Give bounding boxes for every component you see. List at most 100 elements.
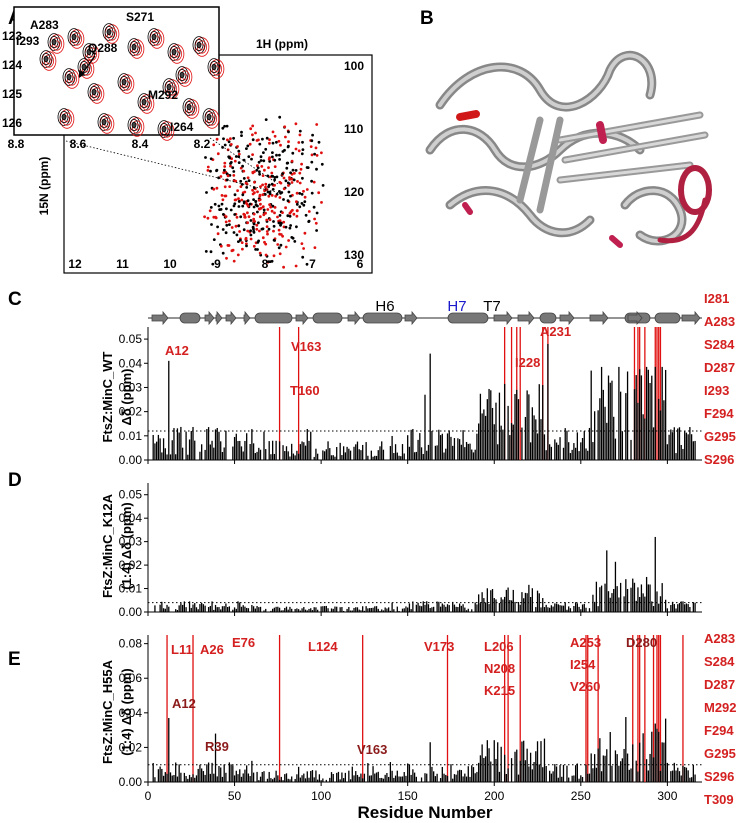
bar <box>291 608 293 612</box>
inset-contour <box>164 81 174 94</box>
y-tick-label: 0.05 <box>119 332 143 346</box>
hsqc-peak <box>261 174 265 178</box>
hsqc-peak <box>265 225 269 229</box>
hsqc-x-tick-label: 11 <box>116 257 129 271</box>
hsqc-peak <box>222 213 225 216</box>
bar <box>446 604 449 612</box>
bar <box>214 733 217 782</box>
label-a231: A231 <box>540 324 571 339</box>
hsqc-peak <box>230 249 234 253</box>
bar <box>555 603 558 612</box>
hsqc-peak <box>236 253 240 257</box>
bar <box>159 438 161 460</box>
bar <box>652 427 655 460</box>
ss-strand-arrow <box>295 310 309 326</box>
hsqc-peak <box>252 219 256 223</box>
bar <box>296 774 298 782</box>
bar <box>287 609 289 612</box>
hsqc-x-tick-label: 12 <box>68 257 82 271</box>
bar <box>197 768 199 782</box>
hsqc-peak <box>267 166 270 170</box>
inset-contour <box>202 108 216 126</box>
bar <box>157 769 160 782</box>
bar <box>252 443 255 460</box>
bar <box>403 608 405 612</box>
bar <box>687 434 689 460</box>
hsqc-peak <box>264 147 268 151</box>
bar <box>415 451 417 460</box>
bar <box>595 767 598 782</box>
hsqc-peak <box>294 264 298 268</box>
bar <box>161 452 163 460</box>
bar <box>647 369 649 460</box>
hsqc-peak <box>264 185 267 189</box>
hsqc-peak <box>295 214 299 218</box>
bar <box>299 610 301 612</box>
bar <box>580 442 582 460</box>
inset-contour <box>186 103 192 111</box>
bar <box>188 439 191 460</box>
bar <box>652 606 655 612</box>
hsqc-peak <box>277 139 281 143</box>
ss-strand-arrow <box>215 310 223 326</box>
label-v173: V173 <box>424 639 454 654</box>
hsqc-peak <box>264 242 268 246</box>
bar <box>644 418 646 460</box>
hsqc-peak <box>298 129 302 133</box>
bar <box>287 778 289 782</box>
hsqc-peak <box>225 207 228 211</box>
bar <box>372 456 374 460</box>
label-a253: A253 <box>570 635 601 650</box>
bar <box>452 601 454 612</box>
hsqc-peak <box>264 211 267 215</box>
hsqc-peak <box>254 131 257 135</box>
bar <box>460 770 463 782</box>
inset-contour <box>61 113 67 121</box>
bar <box>213 773 215 782</box>
label-e76: E76 <box>232 635 255 650</box>
panel-c-y-title-2: Δδ (ppm) <box>119 369 134 426</box>
hsqc-peak <box>320 151 323 155</box>
bar <box>628 769 630 782</box>
hsqc-peak <box>239 215 243 219</box>
bar <box>412 429 414 460</box>
bar <box>689 777 691 782</box>
hsqc-peak <box>258 229 261 233</box>
bar <box>684 431 686 460</box>
hsqc-peak <box>223 168 226 172</box>
bar <box>317 453 319 460</box>
bar <box>545 450 547 460</box>
bar <box>587 773 589 782</box>
bar <box>651 731 653 782</box>
hsqc-peak <box>238 230 242 233</box>
bar <box>251 429 253 460</box>
bar <box>327 608 329 612</box>
hsqc-peak <box>283 125 287 129</box>
bar <box>407 435 409 460</box>
bar <box>315 607 317 612</box>
bar <box>408 603 411 612</box>
hsqc-peak <box>245 244 248 248</box>
bar <box>209 444 211 460</box>
panel-b-label: B <box>420 8 434 29</box>
right-label: A283 <box>704 631 735 646</box>
bar <box>374 773 376 782</box>
bar <box>652 757 655 782</box>
bar <box>372 607 374 612</box>
inset-contour <box>159 123 169 136</box>
bar <box>578 451 580 460</box>
hsqc-peak <box>305 262 309 266</box>
bar <box>171 440 173 460</box>
bar <box>664 369 667 460</box>
hsqc-peak <box>262 159 266 163</box>
panel-d-y-title-1: FtsZ:MinC_K12A <box>100 493 115 598</box>
bar <box>258 447 260 460</box>
bar <box>339 779 341 782</box>
bar <box>244 440 246 460</box>
bar <box>424 394 426 460</box>
panel-e-chart: 0.00 0.02 0.04 0.06 0.08 0 50 100 150 200 250 300 <box>119 635 702 803</box>
ss-strand-arrow <box>347 310 361 326</box>
hsqc-peak <box>248 142 252 146</box>
hsqc-peak <box>224 194 228 198</box>
hsqc-peak <box>279 191 282 195</box>
